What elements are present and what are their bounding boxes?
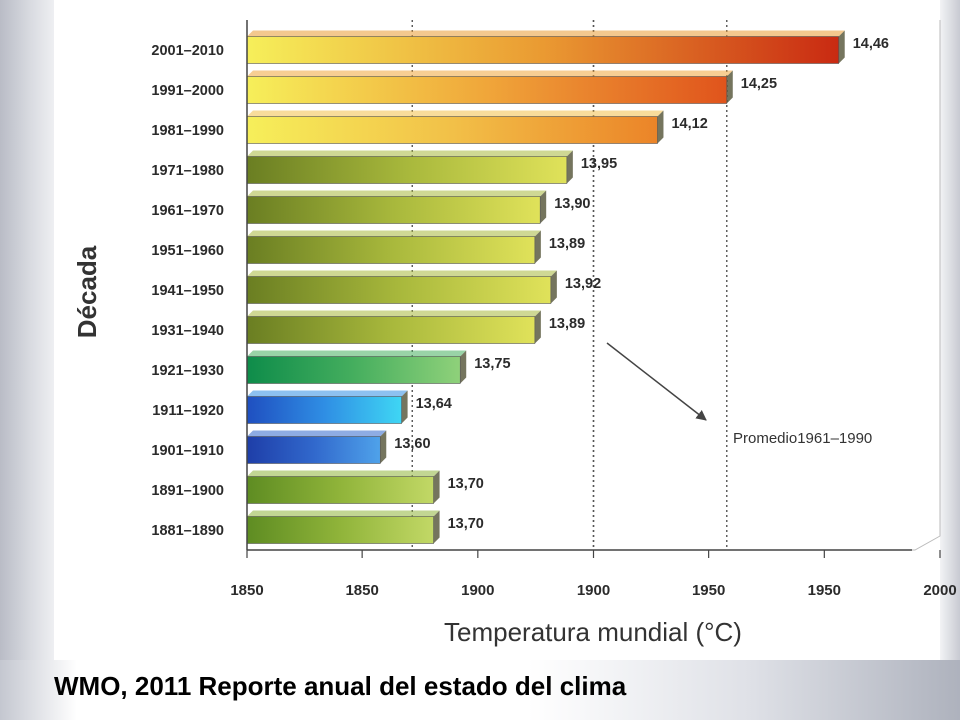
bar-top-face — [247, 390, 408, 397]
source-caption: WMO, 2011 Reporte anual del estado del c… — [54, 671, 627, 701]
bar — [246, 356, 461, 384]
bar-top-face — [247, 430, 387, 437]
x-axis-title: Temperatura mundial (°C) — [444, 617, 742, 647]
bar-top-face — [247, 270, 557, 277]
right-edge-gradient — [940, 0, 960, 660]
x-tick-label: 1950 — [692, 582, 725, 599]
bar-side-face — [566, 150, 573, 184]
category-label: 1911–1920 — [152, 403, 224, 419]
bar-side-face — [540, 190, 547, 224]
bar — [246, 276, 552, 304]
bar-side-face — [433, 510, 440, 544]
bar — [246, 316, 536, 344]
bar — [246, 156, 568, 184]
bar — [246, 516, 434, 544]
bar-top-face — [247, 30, 845, 37]
category-label: 1961–1970 — [151, 203, 224, 219]
annotation-arrow — [606, 342, 707, 421]
data-label: 14,25 — [741, 76, 777, 92]
x-tick-label: 1850 — [230, 582, 263, 599]
data-label: 13,89 — [549, 236, 585, 252]
data-label: 14,12 — [671, 116, 707, 132]
caption-band — [0, 660, 960, 720]
bar-side-face — [401, 390, 408, 424]
data-label: 13,70 — [448, 516, 484, 532]
category-label: 1891–1900 — [151, 483, 224, 499]
bar — [246, 76, 728, 104]
bar — [246, 36, 840, 64]
temperature-bar-chart: 1850 1850 1900 1900 1950 1950 2000 2001–2010 14,… — [72, 20, 957, 647]
bar-top-face — [247, 510, 440, 517]
bar — [246, 236, 536, 264]
category-label: 1971–1980 — [151, 163, 224, 179]
bar — [246, 476, 434, 504]
category-label: 2001–2010 — [151, 43, 224, 59]
bar-top-face — [247, 470, 440, 477]
category-label: 1931–1940 — [151, 323, 224, 339]
bar — [246, 196, 541, 224]
y-axis-title: Década — [72, 245, 102, 338]
category-label: 1941–1950 — [151, 283, 224, 299]
x-tick-label: 2000 — [923, 582, 956, 599]
bar — [246, 116, 658, 144]
bar-top-face — [247, 190, 547, 197]
bar-side-face — [726, 70, 733, 104]
category-label: 1991–2000 — [151, 83, 224, 99]
data-label: 14,46 — [853, 36, 889, 52]
x-tick-label: 1950 — [808, 582, 841, 599]
x-tick-label: 1900 — [461, 582, 494, 599]
bar-side-face — [460, 350, 467, 384]
category-label: 1881–1890 — [151, 523, 224, 539]
category-label: 1981–1990 — [151, 123, 224, 139]
data-label: 13,70 — [448, 476, 484, 492]
annotation-label: Promedio1961–1990 — [733, 430, 872, 447]
bar-side-face — [534, 230, 541, 264]
bar — [246, 396, 402, 424]
x-tick-label: 1900 — [577, 582, 610, 599]
data-label: 13,90 — [554, 196, 590, 212]
bar-top-face — [247, 150, 573, 157]
data-label: 13,75 — [474, 356, 510, 372]
bar-side-face — [838, 30, 845, 64]
bar-side-face — [433, 470, 440, 504]
data-label: 13,89 — [549, 316, 585, 332]
left-edge-gradient — [0, 0, 54, 720]
bar-top-face — [247, 110, 664, 117]
bar-top-face — [247, 230, 541, 237]
bar — [246, 436, 381, 464]
bar-side-face — [534, 310, 541, 344]
bar-side-face — [380, 430, 387, 464]
category-label: 1951–1960 — [151, 243, 224, 259]
data-label: 13,95 — [581, 156, 617, 172]
bar-side-face — [657, 110, 664, 144]
bar-top-face — [247, 350, 467, 357]
x-tick-label: 1850 — [345, 582, 378, 599]
bar-top-face — [247, 310, 541, 317]
data-label: 13,64 — [416, 396, 452, 412]
data-label: 13,60 — [394, 436, 430, 452]
category-label: 1921–1930 — [151, 363, 224, 379]
bar-top-face — [247, 70, 733, 77]
category-label: 1901–1910 — [151, 443, 224, 459]
data-label: 13,92 — [565, 276, 601, 292]
bar-side-face — [550, 270, 557, 304]
